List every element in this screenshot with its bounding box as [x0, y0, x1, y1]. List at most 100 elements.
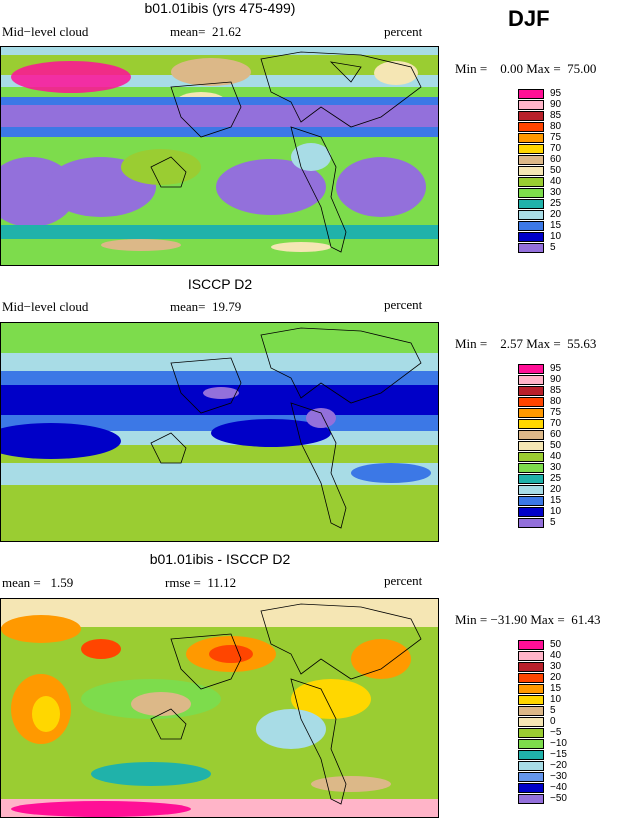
- panel-3-rmse-label: rmse = 11.12: [165, 575, 237, 590]
- legend-swatch: [518, 232, 544, 242]
- legend-swatch: [518, 210, 544, 220]
- panel-3-mean-label: mean = 1.59: [2, 575, 74, 590]
- legend-swatch: [518, 673, 544, 683]
- legend-swatch: [518, 122, 544, 132]
- panel-2-units-label: percent: [384, 297, 423, 312]
- legend-swatch: [518, 155, 544, 165]
- panel-3-legend: 50 40 30 20 15 10 5 0 −5 −10 −15 −20 −30 −40 −50: [518, 640, 578, 812]
- legend-swatch: [518, 640, 544, 650]
- legend-swatch: [518, 419, 544, 429]
- legend-label: 95: [550, 363, 562, 374]
- legend-label: 50: [550, 440, 562, 451]
- legend-label: 40: [550, 451, 562, 462]
- panel-1-map: [0, 46, 439, 266]
- legend-swatch: [518, 772, 544, 782]
- legend-swatch: [518, 695, 544, 705]
- legend-label: 30: [550, 462, 562, 473]
- legend-swatch: [518, 441, 544, 451]
- panel-3-units-label: percent: [384, 573, 423, 588]
- legend-swatch: [518, 750, 544, 760]
- legend-swatch: [518, 728, 544, 738]
- legend-label: −10: [550, 738, 567, 749]
- legend-swatch: [518, 452, 544, 462]
- legend-label: −50: [550, 793, 567, 804]
- panel-1-title: b01.01ibis (yrs 475-499): [144, 0, 296, 16]
- legend-label: 95: [550, 88, 562, 99]
- season-label: DJF: [508, 6, 550, 31]
- legend-swatch: [518, 243, 544, 253]
- legend-swatch: [518, 474, 544, 484]
- legend-label: 10: [550, 506, 562, 517]
- legend-swatch: [518, 144, 544, 154]
- panel-3-title: b01.01ibis - ISCCP D2: [149, 551, 291, 567]
- legend-label: −20: [550, 760, 567, 771]
- legend-swatch: [518, 485, 544, 495]
- legend-swatch: [518, 783, 544, 793]
- legend-label: 15: [550, 495, 562, 506]
- legend-swatch: [518, 166, 544, 176]
- legend-label: 40: [550, 176, 562, 187]
- legend-swatch: [518, 221, 544, 231]
- panel-3-map: [0, 598, 439, 818]
- legend-swatch: [518, 188, 544, 198]
- legend-label: 10: [550, 231, 562, 242]
- legend-swatch: [518, 111, 544, 121]
- panel-1-minmax: Min = 0.00 Max = 75.00: [455, 61, 597, 76]
- legend-swatch: [518, 651, 544, 661]
- legend-swatch: [518, 89, 544, 99]
- legend-swatch: [518, 684, 544, 694]
- legend-label: 75: [550, 407, 562, 418]
- legend-label: 20: [550, 209, 562, 220]
- legend-label: 70: [550, 143, 562, 154]
- legend-swatch: [518, 662, 544, 672]
- legend-label: 50: [550, 165, 562, 176]
- legend-label: 5: [550, 517, 556, 528]
- panel-1-units-label: percent: [384, 24, 423, 39]
- legend-swatch: [518, 364, 544, 374]
- legend-swatch: [518, 408, 544, 418]
- legend-label: 15: [550, 683, 562, 694]
- panel-1-mean-label: mean= 21.62: [170, 24, 242, 39]
- legend-swatch: [518, 199, 544, 209]
- legend-label: 90: [550, 374, 562, 385]
- legend-swatch: [518, 739, 544, 749]
- panel-1-legend: 95 90 85 80 75 70 60 50 40 30 25 20 15 10 5: [518, 89, 578, 261]
- panel-2-mean-label: mean= 19.79: [170, 299, 242, 314]
- legend-swatch: [518, 706, 544, 716]
- legend-label: −30: [550, 771, 567, 782]
- panel-2-title: ISCCP D2: [187, 276, 253, 292]
- legend-swatch: [518, 518, 544, 528]
- legend-label: 5: [550, 242, 556, 253]
- legend-label: 30: [550, 661, 562, 672]
- legend-swatch: [518, 794, 544, 804]
- legend-swatch: [518, 100, 544, 110]
- legend-label: 10: [550, 694, 562, 705]
- legend-swatch: [518, 177, 544, 187]
- legend-label: 60: [550, 154, 562, 165]
- panel-2-map: [0, 322, 439, 542]
- legend-label: 40: [550, 650, 562, 661]
- legend-label: 0: [550, 716, 556, 727]
- legend-swatch: [518, 430, 544, 440]
- legend-label: 30: [550, 187, 562, 198]
- legend-label: 60: [550, 429, 562, 440]
- legend-label: 85: [550, 110, 562, 121]
- legend-label: −5: [550, 727, 562, 738]
- legend-swatch: [518, 375, 544, 385]
- panel-3-minmax: Min = −31.90 Max = 61.43: [455, 612, 601, 627]
- panel-2-legend: 95 90 85 80 75 70 60 50 40 30 25 20 15 10 5: [518, 364, 578, 536]
- legend-swatch: [518, 507, 544, 517]
- legend-label: 20: [550, 672, 562, 683]
- panel-1-variable-label: Mid−level cloud: [2, 24, 89, 39]
- legend-label: 20: [550, 484, 562, 495]
- legend-label: 75: [550, 132, 562, 143]
- legend-label: 70: [550, 418, 562, 429]
- legend-swatch: [518, 397, 544, 407]
- legend-swatch: [518, 386, 544, 396]
- legend-label: 85: [550, 385, 562, 396]
- legend-label: −15: [550, 749, 567, 760]
- panel-2-minmax: Min = 2.57 Max = 55.63: [455, 336, 597, 351]
- legend-swatch: [518, 717, 544, 727]
- legend-swatch: [518, 761, 544, 771]
- legend-label: 80: [550, 396, 562, 407]
